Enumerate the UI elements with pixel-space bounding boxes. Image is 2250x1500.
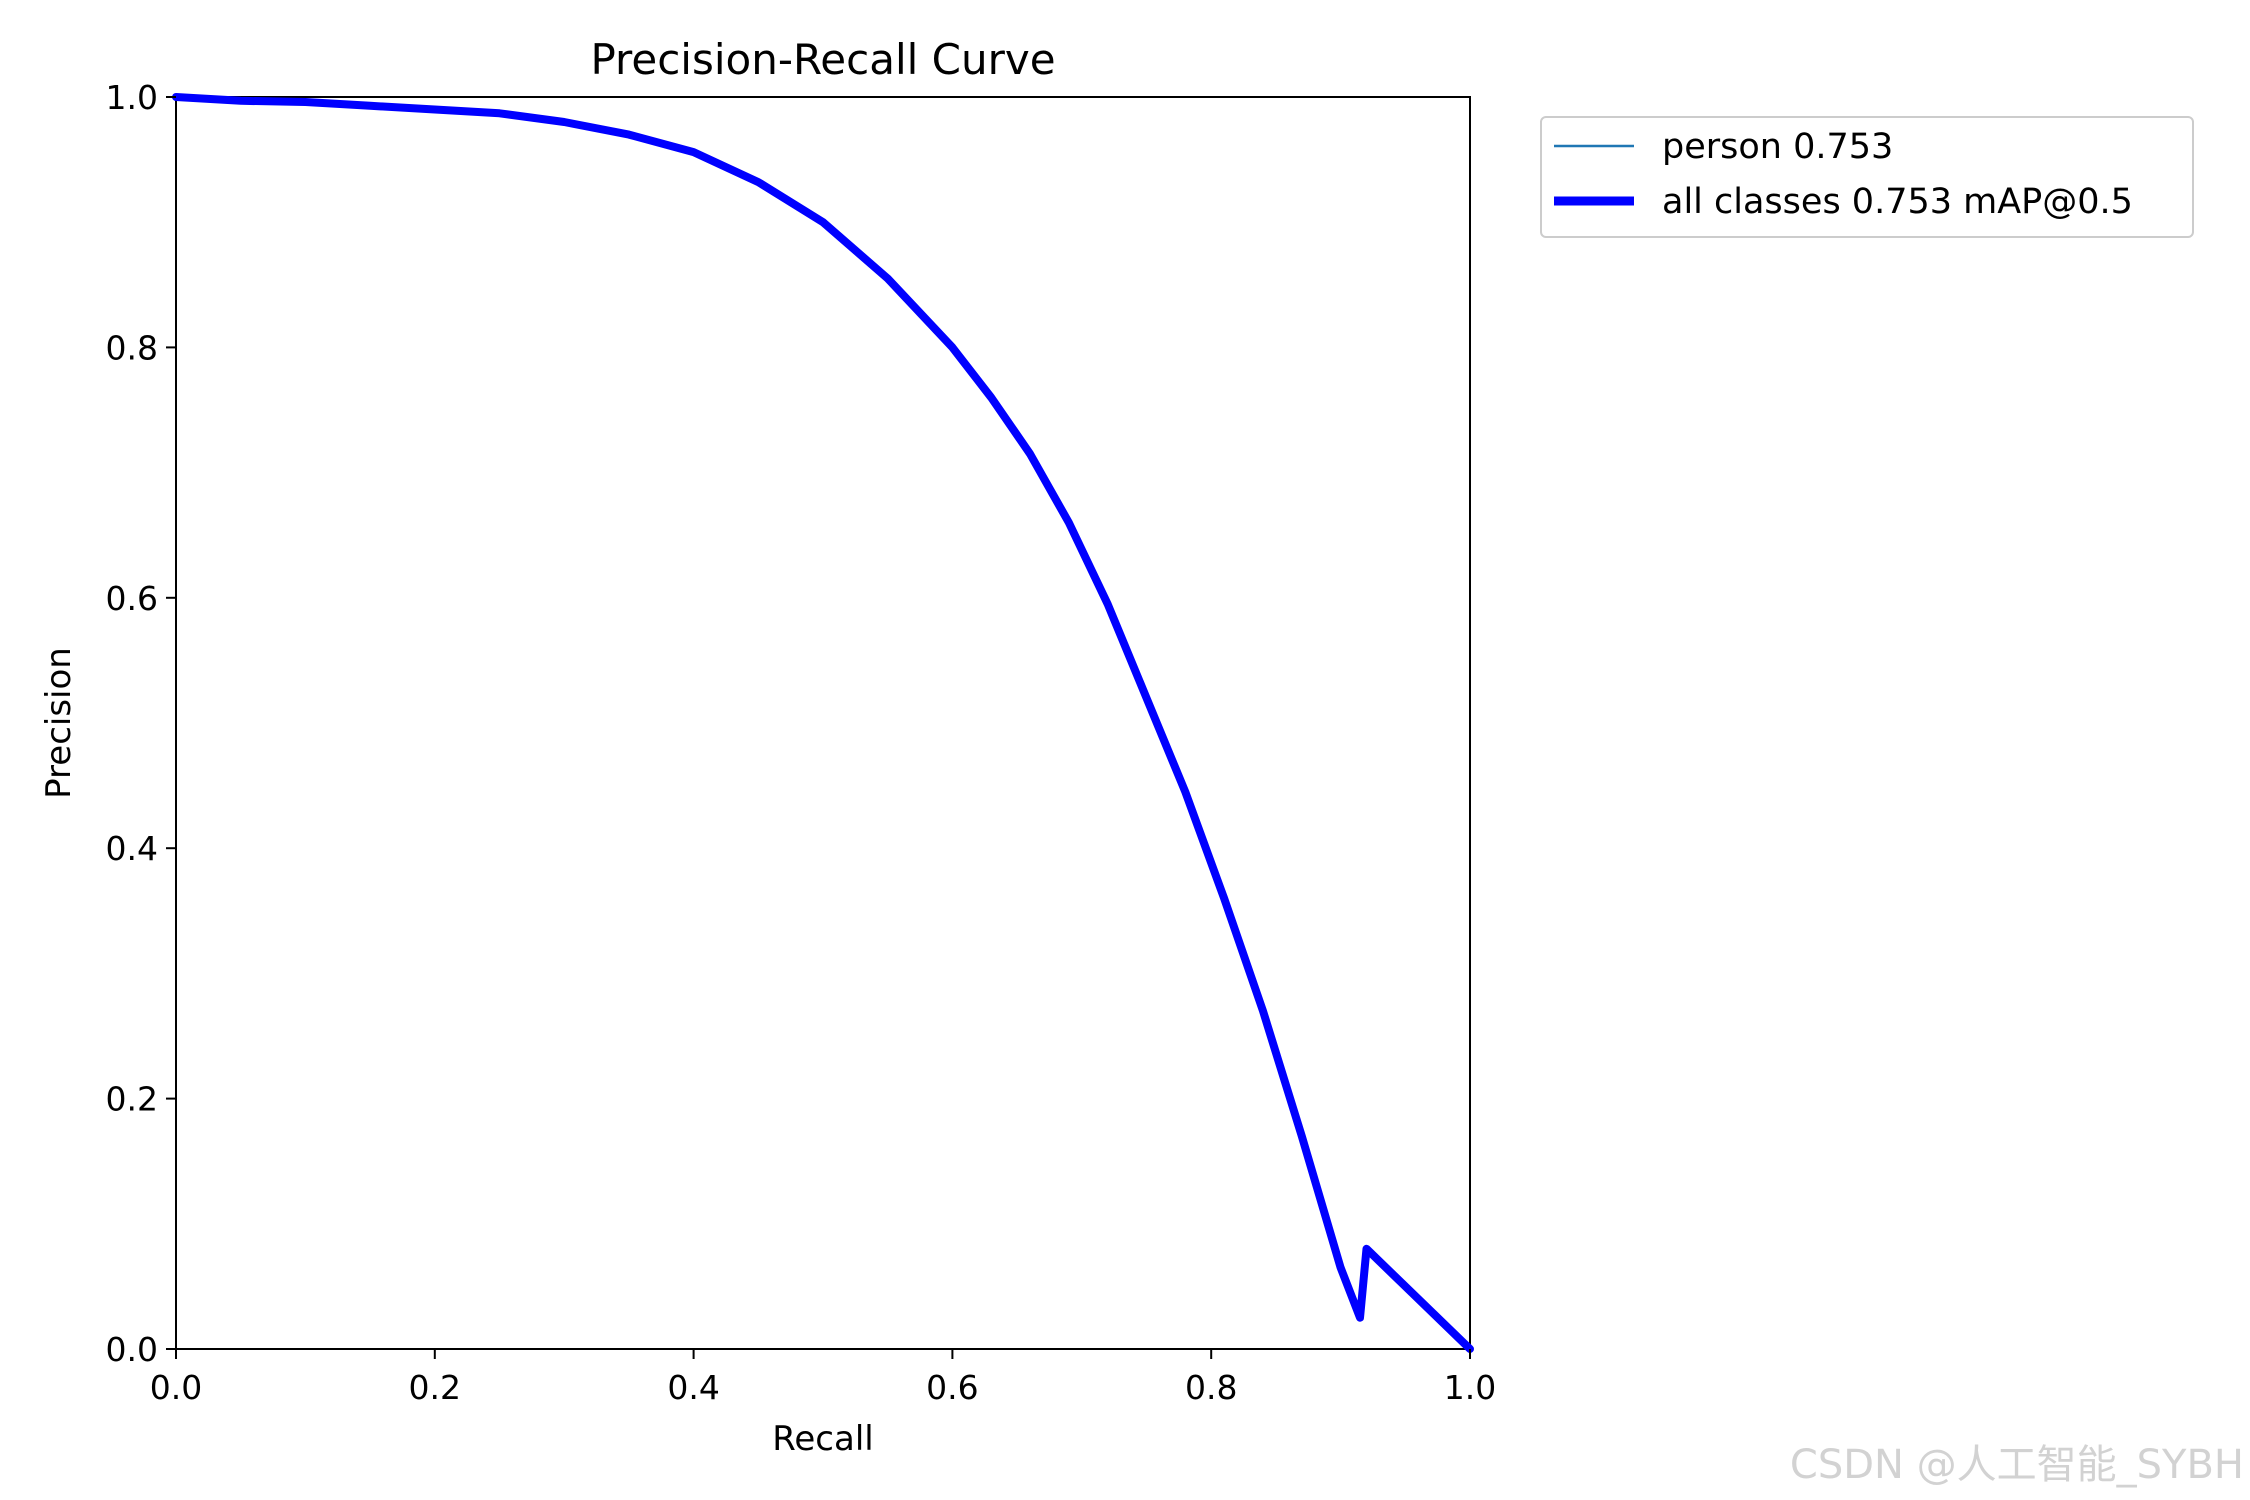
plot-frame	[175, 96, 1471, 1350]
x-tick-label: 0.2	[409, 1368, 461, 1407]
y-tick-label: 0.8	[106, 328, 158, 367]
x-tick-label: 0.8	[1185, 1368, 1237, 1407]
x-tick-label: 0.6	[926, 1368, 978, 1407]
legend: person 0.753 all classes 0.753 mAP@0.5	[1540, 116, 2194, 238]
series-line-all-classes	[172, 93, 1474, 1353]
x-tick-label: 1.0	[1444, 1368, 1496, 1407]
watermark: CSDN @人工智能_SYBH	[1790, 1442, 2244, 1488]
chart-title: Precision-Recall Curve	[590, 35, 1055, 84]
x-tick-label: 0.4	[667, 1368, 719, 1407]
x-axis-label: Recall	[772, 1419, 873, 1459]
y-tick-label: 1.0	[106, 78, 158, 117]
y-tick-label: 0.6	[106, 579, 158, 618]
x-tick-label: 0.0	[150, 1368, 202, 1407]
y-tick-label: 0.0	[106, 1330, 158, 1369]
plot-area	[172, 93, 1474, 1353]
legend-box	[1540, 116, 2194, 238]
y-tick-label: 0.2	[106, 1080, 158, 1119]
y-tick-label: 0.4	[106, 829, 158, 868]
y-axis: 0.0 0.2 0.4 0.6 0.8 1.0	[106, 78, 176, 1369]
series-layer	[172, 93, 1474, 1353]
x-axis: 0.0 0.2 0.4 0.6 0.8 1.0	[150, 1349, 1496, 1407]
legend-label-all-classes: all classes 0.753 mAP@0.5	[1662, 182, 2133, 222]
legend-label-person: person 0.753	[1662, 127, 1893, 167]
y-axis-label: Precision	[39, 647, 79, 799]
